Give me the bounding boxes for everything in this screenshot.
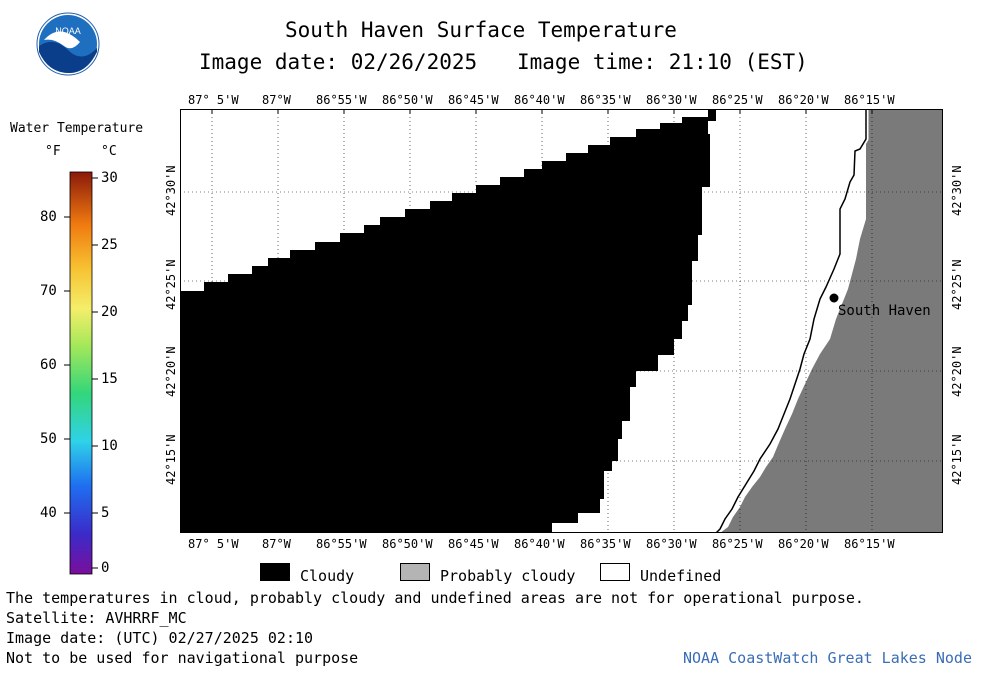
f-tick-50: 50: [40, 431, 57, 447]
f-tick-70: 70: [40, 283, 57, 299]
legend-swatch-probably-cloudy: [400, 563, 430, 581]
map-ticks: [211, 109, 873, 114]
c-tick-30: 30: [101, 170, 118, 186]
lon-label-bottom-2: 86°55'W: [316, 537, 367, 551]
lon-label-top-1: 87°W: [262, 93, 291, 107]
footer-nav-warning: Not to be used for navigational purpose: [6, 649, 359, 667]
footer-utc-date: Image date: (UTC) 02/27/2025 02:10: [6, 629, 314, 647]
f-tick-40: 40: [40, 505, 57, 521]
c-tick-20: 20: [101, 304, 118, 320]
lon-label-top-9: 86°20'W: [778, 93, 829, 107]
lon-label-top-4: 86°45'W: [448, 93, 499, 107]
noaa-logo-text: NOAA: [55, 26, 81, 36]
lon-label-top-5: 86°40'W: [514, 93, 565, 107]
lon-label-bottom-8: 86°25'W: [712, 537, 763, 551]
lon-label-bottom-9: 86°20'W: [778, 537, 829, 551]
c-tick-15: 15: [101, 371, 118, 387]
c-tick-5: 5: [101, 505, 110, 521]
lon-label-top-7: 86°30'W: [646, 93, 697, 107]
image-date: Image date: 02/26/2025: [199, 50, 478, 74]
legend-swatch-undefined: [600, 563, 630, 581]
legend-label-undefined: Undefined: [640, 567, 722, 585]
colorbar-gradient: [69, 171, 93, 575]
f-tick-80: 80: [40, 209, 57, 225]
c-tick-0: 0: [101, 560, 110, 576]
image-time: Image time: 21:10 (EST): [517, 50, 808, 74]
lon-label-bottom-0: 87° 5'W: [188, 537, 239, 551]
footer-credit: NOAA CoastWatch Great Lakes Node: [683, 649, 972, 667]
south-haven-label: South Haven: [838, 303, 931, 319]
c-tick-25: 25: [101, 237, 118, 253]
lat-label-left-1: 42°25'N: [164, 259, 178, 310]
colorbar-c-ticks: [92, 177, 98, 569]
colorbar-unit-c: °C: [101, 144, 117, 159]
legend-label-probably-cloudy: Probably cloudy: [440, 567, 576, 585]
lat-label-right-2: 42°20'N: [950, 346, 964, 397]
legend-label-cloudy: Cloudy: [300, 567, 355, 585]
lon-label-bottom-1: 87°W: [262, 537, 291, 551]
noaa-logo: NOAA: [36, 12, 100, 76]
colorbar-unit-f: °F: [45, 144, 61, 159]
lon-label-top-0: 87° 5'W: [188, 93, 239, 107]
lon-label-bottom-3: 86°50'W: [382, 537, 433, 551]
lat-label-right-1: 42°25'N: [950, 259, 964, 310]
footer-note: The temperatures in cloud, probably clou…: [6, 589, 864, 607]
lon-label-top-6: 86°35'W: [580, 93, 631, 107]
lat-label-left-2: 42°20'N: [164, 346, 178, 397]
lon-label-bottom-4: 86°45'W: [448, 537, 499, 551]
lon-label-top-3: 86°50'W: [382, 93, 433, 107]
lon-label-top-10: 86°15'W: [844, 93, 895, 107]
lon-label-bottom-6: 86°35'W: [580, 537, 631, 551]
lat-label-left-0: 42°30'N: [164, 165, 178, 216]
lat-label-right-3: 42°15'N: [950, 434, 964, 485]
land-area: [720, 109, 943, 533]
lat-label-right-0: 42°30'N: [950, 165, 964, 216]
page-title: South Haven Surface Temperature: [285, 18, 677, 42]
f-tick-60: 60: [40, 357, 57, 373]
lon-label-bottom-5: 86°40'W: [514, 537, 565, 551]
colorbar-title: Water Temperature: [10, 121, 144, 136]
map: [180, 109, 943, 533]
legend-swatch-cloudy: [260, 563, 290, 581]
graticule: [180, 109, 943, 533]
lon-label-bottom-7: 86°30'W: [646, 537, 697, 551]
c-tick-10: 10: [101, 438, 118, 454]
lat-label-left-3: 42°15'N: [164, 434, 178, 485]
footer-satellite: Satellite: AVHRRF_MC: [6, 609, 187, 627]
lon-label-top-2: 86°55'W: [316, 93, 367, 107]
south-haven-marker: [829, 293, 839, 303]
lon-label-bottom-10: 86°15'W: [844, 537, 895, 551]
lon-label-top-8: 86°25'W: [712, 93, 763, 107]
colorbar: [64, 171, 98, 575]
cloud-area: [180, 109, 716, 533]
colorbar-f-ticks: [64, 216, 70, 514]
